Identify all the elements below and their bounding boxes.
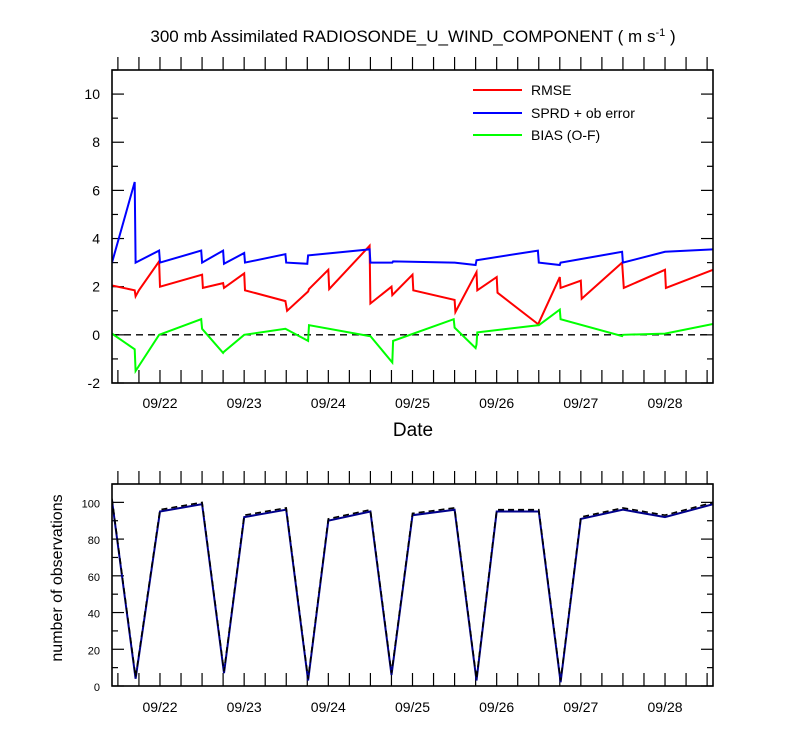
- bottom-ytick-label: 80: [88, 535, 100, 547]
- top-xtick-label: 09/28: [647, 395, 682, 411]
- top-ytick-label: 6: [92, 182, 100, 198]
- bottom-ytick-label: 20: [88, 645, 100, 657]
- bottom-ytick-label: 40: [88, 609, 100, 621]
- bottom-xtick-label: 09/28: [647, 699, 682, 715]
- y-axis-label: number of observations: [49, 494, 66, 661]
- top-ytick-label: 8: [92, 134, 100, 150]
- top-xtick-label: 09/24: [311, 395, 346, 411]
- bottom-xtick-label: 09/27: [563, 699, 598, 715]
- chart-title: 300 mb Assimilated RADIOSONDE_U_WIND_COM…: [150, 27, 675, 46]
- top-xtick-label: 09/26: [479, 395, 514, 411]
- top-series-bias-o-f: [112, 310, 713, 371]
- legend-label-sprd-ob-error: SPRD + ob error: [531, 105, 635, 121]
- top-xtick-label: 09/27: [563, 395, 598, 411]
- bottom-series-used-observations: [112, 501, 713, 683]
- top-ytick-label: 0: [92, 327, 100, 343]
- bottom-xtick-label: 09/25: [395, 699, 430, 715]
- bottom-xtick-label: 09/24: [311, 699, 346, 715]
- x-axis-label: Date: [393, 420, 433, 441]
- chart-canvas: 300 mb Assimilated RADIOSONDE_U_WIND_COM…: [0, 0, 800, 750]
- top-xtick-label: 09/23: [227, 395, 262, 411]
- bottom-xtick-label: 09/22: [142, 699, 177, 715]
- top-xtick-label: 09/22: [142, 395, 177, 411]
- top-xtick-label: 09/25: [395, 395, 430, 411]
- chart-figure: 300 mb Assimilated RADIOSONDE_U_WIND_COM…: [0, 0, 800, 750]
- top-ytick-label: 10: [84, 86, 100, 102]
- top-ytick-label: 4: [92, 231, 100, 247]
- legend-label-bias-o-f: BIAS (O-F): [531, 127, 600, 143]
- bottom-xtick-label: 09/23: [227, 699, 262, 715]
- bottom-ytick-label: 0: [94, 682, 100, 694]
- bottom-xtick-label: 09/26: [479, 699, 514, 715]
- top-ytick-label: -2: [88, 375, 101, 391]
- top-series-sprd-ob-error: [112, 182, 713, 265]
- top-ytick-label: 2: [92, 279, 100, 295]
- legend-label-rmse: RMSE: [531, 82, 571, 98]
- bottom-ytick-label: 100: [82, 498, 100, 510]
- bottom-series-total-observations: [112, 499, 713, 681]
- bottom-ytick-label: 60: [88, 572, 100, 584]
